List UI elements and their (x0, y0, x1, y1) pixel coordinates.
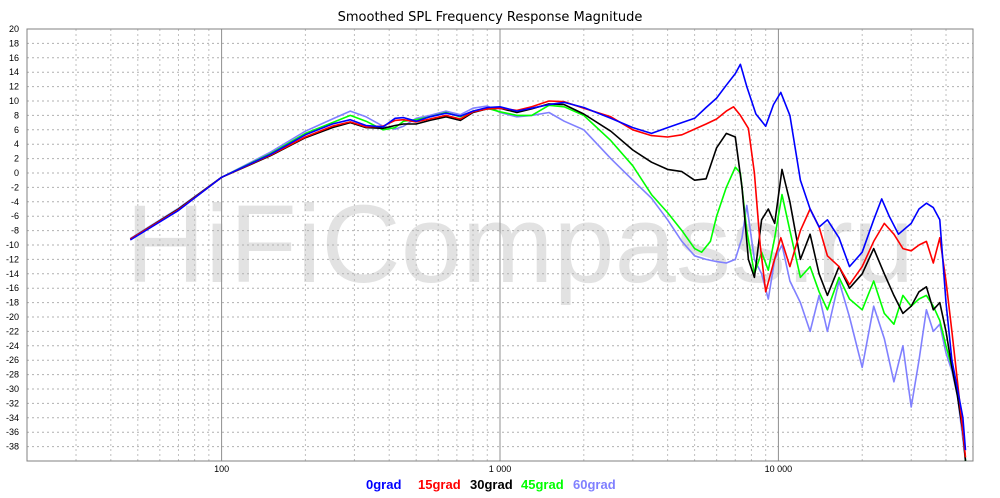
y-tick-label: -12 (6, 254, 19, 264)
y-axis-ticks: 20181614121086420-2-4-6-8-10-12-14-16-18… (6, 24, 19, 452)
y-tick-label: -30 (6, 384, 19, 394)
y-tick-label: -2 (11, 182, 19, 192)
x-axis-ticks: 100 1 000 10 000 (214, 464, 792, 474)
y-tick-label: -6 (11, 211, 19, 221)
y-tick-label: -34 (6, 413, 19, 423)
y-tick-label: -16 (6, 283, 19, 293)
y-tick-label: -24 (6, 341, 19, 351)
y-tick-label: 8 (14, 110, 19, 120)
y-tick-label: -8 (11, 226, 19, 236)
series-line-60grad (129, 105, 967, 462)
plot-frame (26, 28, 974, 462)
y-tick-label: 20 (9, 24, 19, 34)
y-tick-label: -14 (6, 269, 19, 279)
y-tick-label: 14 (9, 67, 19, 77)
legend-item-45grad: 45grad (521, 477, 564, 492)
y-tick-label: -36 (6, 427, 19, 437)
y-tick-label: -20 (6, 312, 19, 322)
chart-title: Smoothed SPL Frequency Response Magnitud… (338, 10, 643, 25)
x-tick-label: 1 000 (489, 464, 512, 474)
y-tick-label: -18 (6, 298, 19, 308)
legend-item-0grad: 0grad (366, 477, 401, 492)
y-tick-label: 4 (14, 139, 19, 149)
y-tick-label: -38 (6, 442, 19, 452)
y-tick-label: 6 (14, 125, 19, 135)
y-tick-label: 2 (14, 154, 19, 164)
y-tick-label: -32 (6, 398, 19, 408)
legend: 0grad 15grad 30grad 45grad 60grad (366, 477, 616, 492)
y-tick-label: -28 (6, 370, 19, 380)
y-tick-label: 16 (9, 53, 19, 63)
legend-item-30grad: 30grad (470, 477, 513, 492)
y-tick-label: -26 (6, 355, 19, 365)
legend-item-60grad: 60grad (573, 477, 616, 492)
y-tick-label: 10 (9, 96, 19, 106)
grid-lines (27, 29, 973, 461)
y-tick-label: 18 (9, 38, 19, 48)
y-tick-label: 0 (14, 168, 19, 178)
y-tick-label: -22 (6, 326, 19, 336)
series-line-30grad (129, 103, 967, 462)
y-tick-label: 12 (9, 82, 19, 92)
series-line-0grad (129, 63, 967, 451)
legend-item-15grad: 15grad (418, 477, 461, 492)
series-lines (129, 63, 967, 462)
x-tick-label: 100 (214, 464, 229, 474)
series-line-15grad (129, 100, 967, 458)
y-tick-label: -10 (6, 240, 19, 250)
y-tick-label: -4 (11, 197, 19, 207)
x-tick-label: 10 000 (765, 464, 793, 474)
